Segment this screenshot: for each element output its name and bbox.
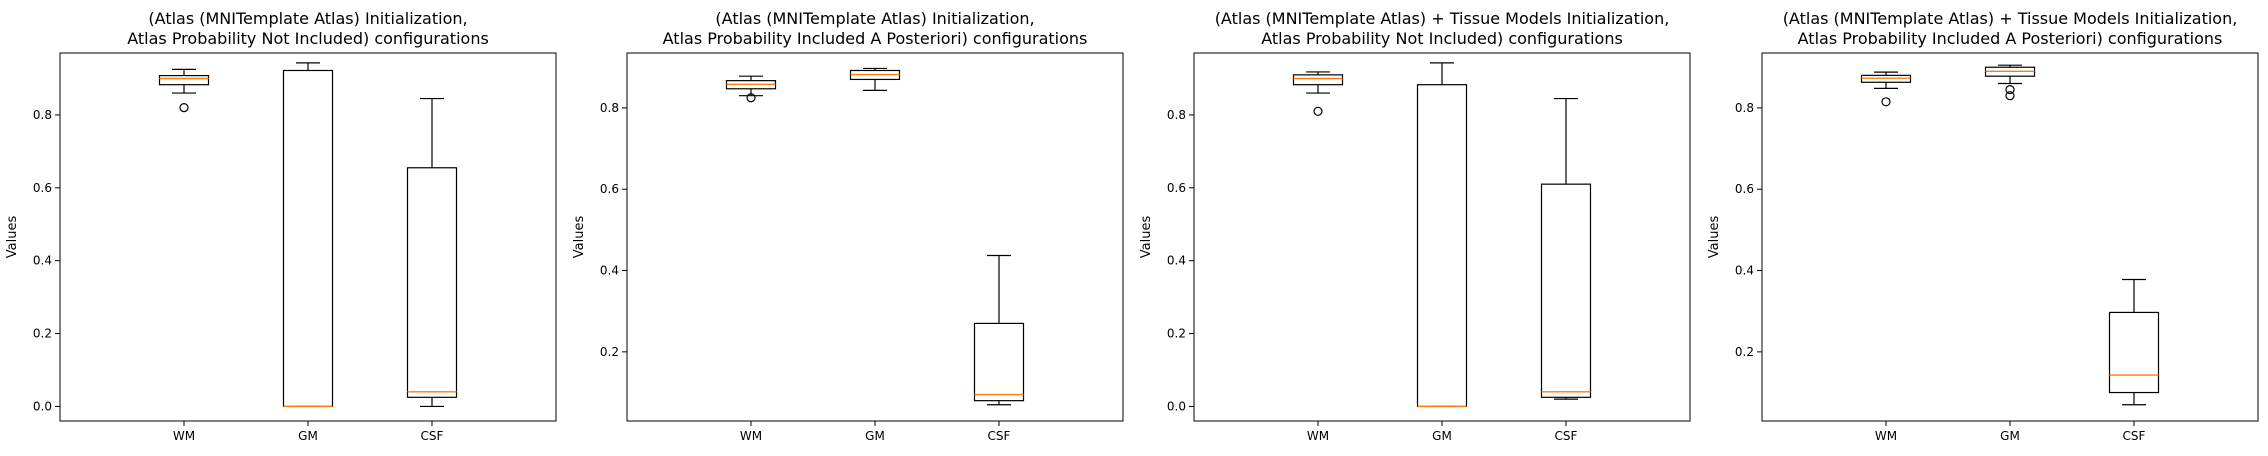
box-wm bbox=[1292, 71, 1344, 116]
y-tick-label: 0.4 bbox=[1735, 264, 1754, 278]
x-tick-label: CSF bbox=[988, 429, 1011, 443]
chart-panel-3: (Atlas (MNITemplate Atlas) + Tissue Mode… bbox=[1139, 9, 1691, 443]
y-tick-label: 0.0 bbox=[33, 399, 52, 413]
axes-frame bbox=[626, 52, 1124, 422]
y-tick-label: 0.2 bbox=[1735, 345, 1754, 359]
y-tick-label: 0.8 bbox=[600, 101, 619, 115]
y-axis-label: Values bbox=[5, 216, 20, 259]
y-axis-label: Values bbox=[572, 216, 587, 259]
chart-panel-2: (Atlas (MNITemplate Atlas) Initializatio… bbox=[572, 9, 1124, 443]
x-tick-label: CSF bbox=[2123, 429, 2146, 443]
y-tick-label: 0.6 bbox=[1735, 182, 1754, 196]
x-tick-label: GM bbox=[298, 429, 318, 443]
chart-panel-1: (Atlas (MNITemplate Atlas) Initializatio… bbox=[5, 9, 557, 443]
y-tick-label: 0.4 bbox=[1167, 254, 1186, 268]
y-tick-label: 0.8 bbox=[1167, 108, 1186, 122]
y-tick-label: 0.6 bbox=[1167, 181, 1186, 195]
chart-title-line: Atlas Probability Not Included) configur… bbox=[127, 29, 489, 48]
x-tick-label: WM bbox=[1875, 429, 1897, 443]
x-tick-label: WM bbox=[173, 429, 195, 443]
x-tick-label: WM bbox=[740, 429, 762, 443]
axes-frame bbox=[1761, 52, 2259, 422]
chart-title-line: (Atlas (MNITemplate Atlas) Initializatio… bbox=[715, 9, 1034, 28]
box-csf bbox=[406, 97, 458, 408]
chart-title-line: (Atlas (MNITemplate Atlas) + Tissue Mode… bbox=[1215, 9, 1670, 28]
iqr-box bbox=[282, 69, 334, 408]
y-tick-label: 0.8 bbox=[1735, 101, 1754, 115]
y-tick-label: 0.6 bbox=[600, 182, 619, 196]
outlier-point bbox=[1881, 97, 1891, 107]
chart-panel-4: (Atlas (MNITemplate Atlas) + Tissue Mode… bbox=[1707, 9, 2259, 443]
y-axis-label: Values bbox=[1707, 216, 1722, 259]
box-csf bbox=[1540, 97, 1592, 400]
iqr-box bbox=[1292, 74, 1344, 86]
y-tick-label: 0.6 bbox=[33, 181, 52, 195]
outlier-point bbox=[1313, 106, 1323, 116]
iqr-box bbox=[973, 322, 1025, 402]
iqr-box bbox=[1540, 183, 1592, 398]
y-tick-label: 0.4 bbox=[600, 264, 619, 278]
chart-title-line: Atlas Probability Not Included) configur… bbox=[1261, 29, 1623, 48]
iqr-box bbox=[406, 167, 458, 398]
x-tick-label: WM bbox=[1307, 429, 1329, 443]
iqr-box bbox=[158, 74, 210, 86]
y-tick-label: 0.2 bbox=[600, 345, 619, 359]
y-tick-label: 0.0 bbox=[1167, 399, 1186, 413]
outlier-point bbox=[746, 93, 756, 103]
box-wm bbox=[1860, 71, 1912, 107]
outlier-point bbox=[2005, 91, 2015, 101]
y-tick-label: 0.2 bbox=[1167, 327, 1186, 341]
y-tick-label: 0.2 bbox=[33, 327, 52, 341]
outlier-point bbox=[2005, 84, 2015, 95]
box-wm bbox=[158, 68, 210, 113]
box-gm bbox=[282, 62, 334, 408]
box-csf bbox=[973, 254, 1025, 406]
outlier-point bbox=[179, 103, 189, 113]
box-gm bbox=[849, 67, 901, 92]
iqr-box bbox=[1416, 84, 1468, 408]
chart-title-line: (Atlas (MNITemplate Atlas) Initializatio… bbox=[148, 9, 467, 28]
x-tick-label: GM bbox=[2000, 429, 2020, 443]
y-tick-label: 0.4 bbox=[33, 254, 52, 268]
box-wm bbox=[725, 75, 777, 103]
box-gm bbox=[1984, 64, 2036, 101]
box-csf bbox=[2108, 278, 2160, 406]
chart-title-line: (Atlas (MNITemplate Atlas) + Tissue Mode… bbox=[1783, 9, 2238, 28]
chart-title-line: Atlas Probability Included A Posteriori)… bbox=[1798, 29, 2223, 48]
x-tick-label: GM bbox=[1432, 429, 1452, 443]
box-gm bbox=[1416, 62, 1468, 408]
x-tick-label: GM bbox=[865, 429, 885, 443]
axes-frame bbox=[1193, 52, 1691, 422]
axes-frame bbox=[59, 52, 557, 422]
y-tick-label: 0.8 bbox=[33, 108, 52, 122]
iqr-box bbox=[2108, 311, 2160, 394]
chart-title-line: Atlas Probability Included A Posteriori)… bbox=[663, 29, 1088, 48]
x-tick-label: CSF bbox=[1555, 429, 1578, 443]
x-tick-label: CSF bbox=[421, 429, 444, 443]
y-axis-label: Values bbox=[1139, 216, 1154, 259]
